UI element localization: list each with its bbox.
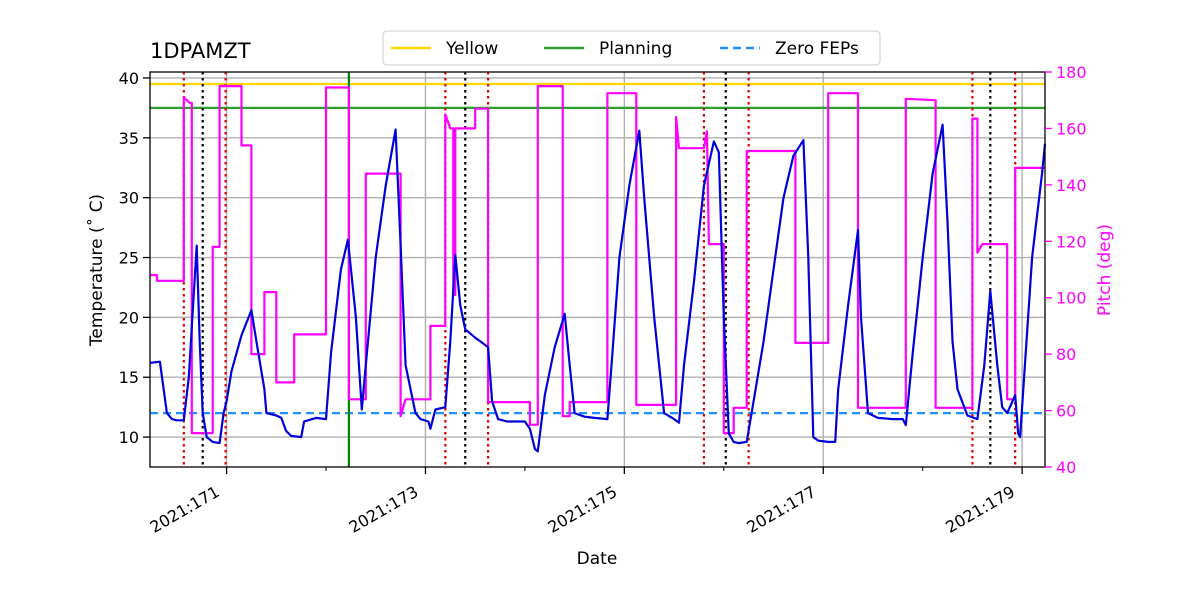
chart-title: 1DPAMZT	[150, 39, 251, 63]
x-tick-label-2: 2021:175	[544, 482, 620, 537]
legend-label-2: Zero FEPs	[775, 39, 859, 59]
y-tick-label-4: 30	[119, 189, 139, 208]
x-axis-title: Date	[577, 549, 618, 569]
legend-label-1: Planning	[599, 39, 672, 59]
temperature-line	[149, 123, 1047, 453]
pitch-line	[150, 85, 1045, 435]
x-tick-label-1: 2021:173	[346, 482, 422, 537]
y2-tick-label-5: 140	[1056, 176, 1087, 195]
legend-label-0: Yellow	[445, 39, 498, 59]
y-tick-label-5: 35	[119, 129, 139, 148]
x-tick-label-4: 2021:179	[942, 482, 1018, 537]
y2-tick-label-4: 120	[1056, 232, 1087, 251]
y-tick-label-1: 15	[119, 368, 139, 387]
limit-lines	[150, 82, 1045, 415]
y2-tick-label-6: 160	[1056, 119, 1087, 138]
plot-frame	[149, 71, 1046, 468]
y-tick-label-2: 20	[119, 308, 139, 327]
x-tick-label-3: 2021:177	[743, 482, 819, 537]
y-tick-label-6: 40	[119, 69, 139, 88]
legend: Yellow Planning Zero FEPs	[382, 30, 881, 66]
series-lines	[149, 85, 1047, 453]
legend-box	[382, 30, 881, 66]
y-tick-label-3: 25	[119, 249, 139, 268]
y2-tick-label-3: 100	[1056, 289, 1087, 308]
grid	[150, 72, 1045, 467]
y-axis-title-left: Temperature (˚ C)	[86, 194, 107, 347]
y2-tick-label-2: 80	[1056, 345, 1076, 364]
y-axis-title-right: Pitch (deg)	[1095, 224, 1115, 316]
y2-tick-label-1: 60	[1056, 402, 1076, 421]
y2-tick-label-0: 40	[1056, 458, 1076, 477]
y2-tick-label-7: 180	[1056, 63, 1087, 82]
x-tick-label-0: 2021:171	[147, 482, 223, 537]
y-tick-label-0: 10	[119, 428, 139, 447]
